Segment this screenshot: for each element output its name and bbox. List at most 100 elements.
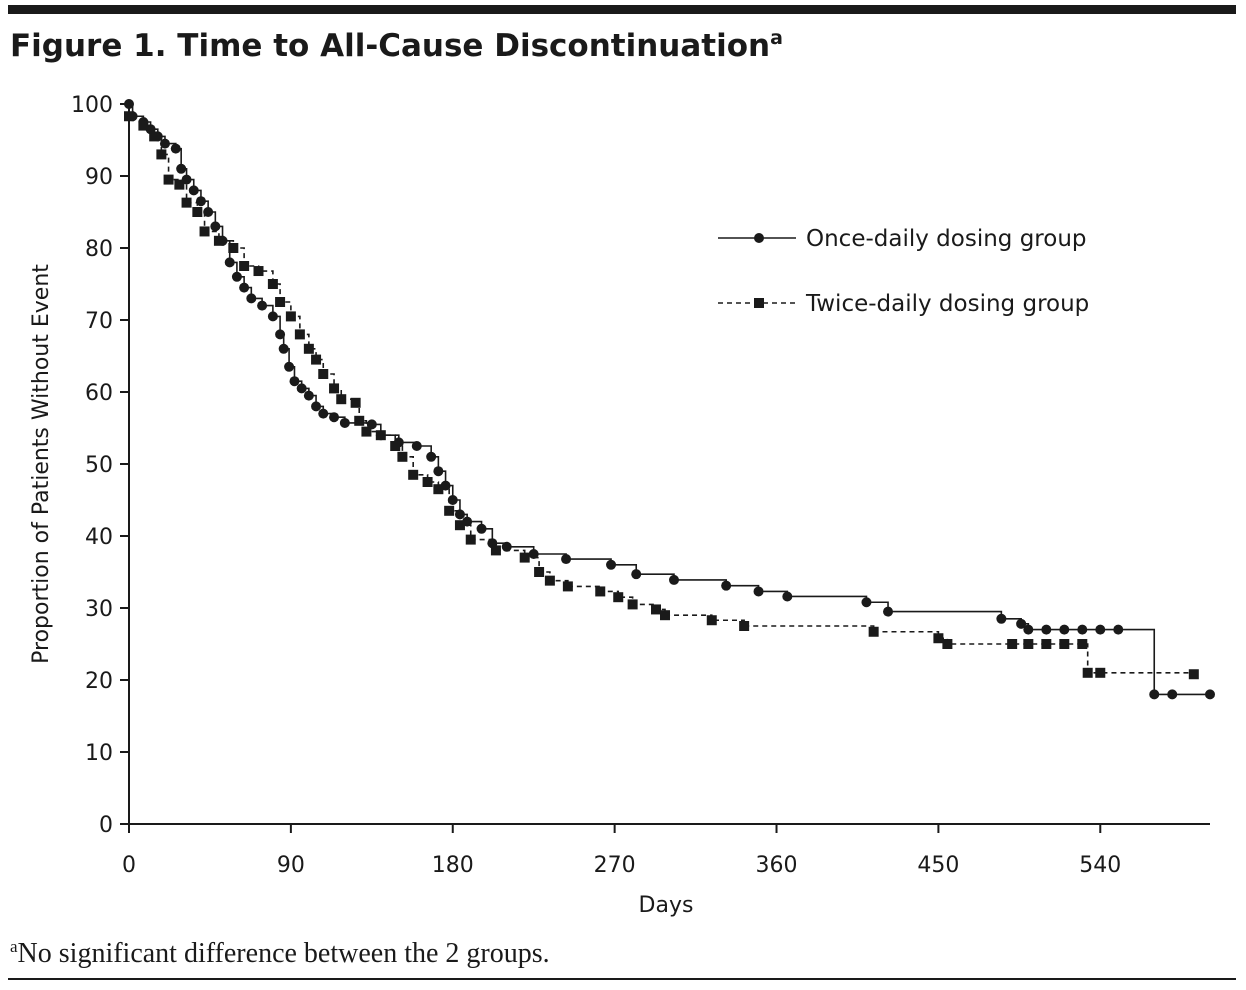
- marker: [176, 163, 187, 174]
- marker: [311, 401, 322, 412]
- marker: [1041, 639, 1052, 649]
- marker: [1095, 624, 1106, 635]
- y-tick-label: 0: [99, 813, 113, 838]
- marker: [433, 484, 444, 495]
- y-tick-label: 40: [85, 525, 113, 550]
- marker: [246, 293, 257, 304]
- marker: [336, 394, 347, 405]
- marker: [562, 581, 573, 592]
- marker: [289, 376, 300, 387]
- marker: [303, 343, 314, 354]
- marker: [561, 554, 572, 565]
- x-tick-label: 540: [1079, 853, 1121, 878]
- marker: [390, 441, 401, 451]
- marker: [1077, 639, 1088, 649]
- marker: [174, 179, 185, 190]
- marker: [329, 383, 340, 394]
- marker: [224, 257, 235, 268]
- y-tick-label: 60: [85, 381, 113, 406]
- marker: [275, 297, 286, 307]
- legend-label: Once-daily dosing group: [806, 226, 1087, 252]
- marker: [303, 390, 314, 401]
- marker: [883, 606, 894, 617]
- marker: [188, 185, 199, 196]
- footnote-superscript: a: [10, 937, 18, 956]
- y-tick-label: 100: [71, 93, 113, 118]
- marker: [861, 597, 872, 608]
- marker: [476, 523, 487, 534]
- legend-label: Twice-daily dosing group: [805, 291, 1089, 317]
- marker: [606, 559, 617, 570]
- y-tick-label: 30: [85, 597, 113, 622]
- marker: [1041, 624, 1052, 635]
- legend-marker: [754, 233, 764, 243]
- marker: [411, 441, 422, 451]
- marker: [1059, 639, 1070, 649]
- marker: [239, 261, 250, 271]
- marker: [1016, 618, 1027, 629]
- title-text: Figure 1. Time to All-Cause Discontinuat…: [10, 28, 770, 64]
- marker: [1023, 639, 1034, 649]
- marker: [408, 469, 419, 480]
- x-axis-label: Days: [639, 893, 694, 918]
- marker: [267, 311, 278, 322]
- marker: [124, 99, 134, 109]
- marker: [192, 207, 203, 217]
- y-tick-label: 50: [85, 453, 113, 478]
- marker: [159, 138, 170, 149]
- marker: [285, 311, 296, 322]
- x-tick-label: 270: [594, 853, 636, 878]
- marker: [203, 207, 214, 217]
- marker: [631, 569, 642, 580]
- marker: [210, 221, 221, 232]
- marker: [296, 383, 307, 394]
- marker: [660, 610, 671, 621]
- marker: [739, 621, 750, 631]
- marker: [354, 415, 365, 426]
- marker: [627, 599, 638, 610]
- marker: [311, 354, 322, 365]
- marker: [1149, 689, 1160, 700]
- marker: [1205, 689, 1215, 700]
- marker: [170, 143, 181, 154]
- marker: [753, 586, 764, 597]
- marker: [257, 300, 268, 311]
- marker: [318, 408, 329, 419]
- footnote-text: No significant difference between the 2 …: [18, 938, 550, 969]
- marker: [426, 451, 437, 462]
- marker: [447, 495, 458, 505]
- marker: [253, 266, 264, 277]
- marker: [375, 430, 386, 441]
- marker: [782, 591, 793, 602]
- marker: [528, 549, 539, 559]
- marker: [267, 279, 278, 289]
- marker: [721, 580, 732, 591]
- marker: [490, 545, 501, 556]
- km-line: [129, 103, 1210, 696]
- marker: [1188, 669, 1199, 680]
- y-tick-label: 70: [85, 309, 113, 334]
- marker: [433, 466, 444, 477]
- chart-title: Figure 1. Time to All-Cause Discontinuat…: [10, 27, 783, 64]
- x-tick-label: 180: [432, 853, 474, 878]
- marker: [544, 575, 555, 586]
- marker: [519, 552, 530, 563]
- marker: [1167, 689, 1178, 700]
- marker: [361, 426, 372, 437]
- marker: [534, 567, 545, 577]
- marker: [339, 417, 350, 428]
- plot-area: 0 10 20 30 40 50 60 70 80 90 100 0 90 180 270 360 450 540…: [71, 93, 1215, 878]
- marker: [1023, 624, 1034, 635]
- marker: [181, 197, 192, 208]
- x-tick-label: 450: [917, 853, 959, 878]
- marker: [138, 120, 149, 131]
- marker: [329, 412, 340, 423]
- title-superscript: a: [770, 27, 783, 49]
- marker: [1095, 667, 1106, 678]
- marker: [933, 633, 944, 644]
- marker: [350, 397, 361, 408]
- marker: [278, 343, 289, 354]
- x-tick-label: 90: [277, 853, 305, 878]
- y-axis-label: Proportion of Patients Without Event: [29, 264, 54, 664]
- y-tick-label: 90: [85, 165, 113, 190]
